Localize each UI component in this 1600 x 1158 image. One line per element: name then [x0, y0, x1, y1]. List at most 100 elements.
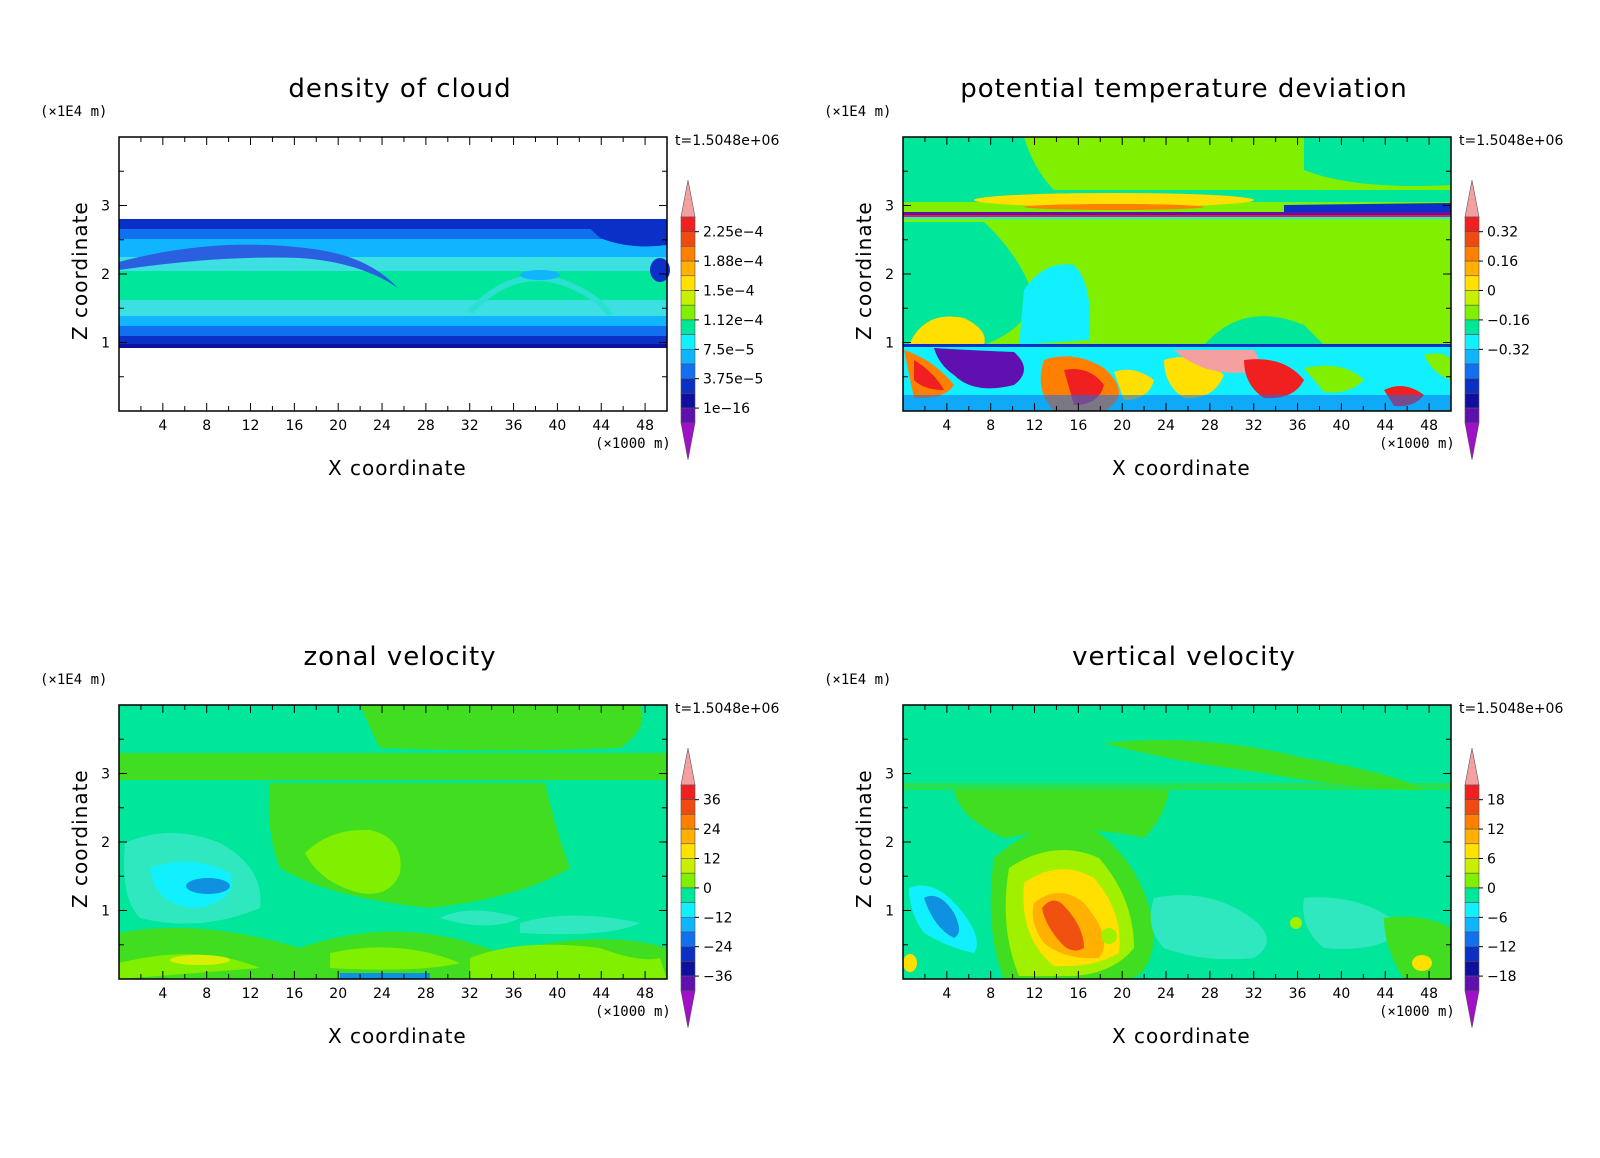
panel-potential-temperature-deviation: potential temperature deviation (×1E4 m)… [784, 0, 1584, 579]
colorbar-swatch [1464, 975, 1480, 992]
colorbar-label: 12 [703, 852, 721, 868]
colorbar-swatch [1464, 828, 1480, 845]
x-tick-label: 32 [461, 418, 479, 434]
colorbar-swatch [680, 902, 696, 918]
colorbar-swatch [680, 828, 696, 845]
colorbar-swatch [1464, 961, 1480, 977]
colorbar-swatch [680, 334, 696, 350]
x-tick-label: 24 [373, 986, 391, 1002]
chart-title: zonal velocity [303, 642, 497, 672]
x-tick-label: 36 [505, 418, 523, 434]
x-tick-label: 20 [1113, 418, 1131, 434]
x-tick-label: 12 [1026, 418, 1044, 434]
colorbar-swatch [1464, 784, 1480, 800]
y-ticks: 1 2 3 [885, 738, 1451, 946]
x-tick-label: 24 [1157, 418, 1175, 434]
time-label: t=1.5048e+06 [1459, 133, 1564, 149]
y-tick-label: 3 [885, 199, 894, 215]
colorbar-label: 1e−16 [703, 401, 750, 417]
chart-title: density of cloud [288, 74, 512, 104]
x-ticks: 4 8 12 16 20 24 28 32 36 40 44 48 [140, 137, 654, 434]
x-axis-label: X coordinate [328, 1024, 467, 1048]
colorbar-swatch [1464, 334, 1480, 350]
colorbar-arrow-top [680, 747, 696, 786]
x-unit-label: (×1000 m) [1379, 1004, 1455, 1020]
x-tick-label: 40 [1332, 418, 1350, 434]
x-unit-label: (×1000 m) [1379, 436, 1455, 452]
y-tick-label: 1 [101, 904, 110, 920]
x-tick-label: 44 [1376, 418, 1394, 434]
x-tick-label: 8 [202, 986, 211, 1002]
colorbar-swatch [1464, 290, 1480, 306]
plot-area [119, 705, 667, 979]
x-tick-label: 20 [1113, 986, 1131, 1002]
colorbar-label: 0 [1487, 284, 1496, 300]
y-tick-label: 1 [101, 336, 110, 352]
panel-zonal-velocity: zonal velocity (×1E4 m) t=1.5048e+06 (×1… [0, 568, 800, 1147]
colorbar-swatch [680, 290, 696, 306]
colorbar-swatch [1464, 902, 1480, 918]
colorbar-swatch [1464, 799, 1480, 815]
panel-vertical-velocity: vertical velocity (×1E4 m) t=1.5048e+06 … [784, 568, 1584, 1147]
updraft-core [1042, 900, 1084, 951]
colorbar-label: 0 [1487, 881, 1496, 897]
y-ticks: 1 2 3 [101, 170, 667, 378]
z-unit-label: (×1E4 m) [824, 672, 892, 688]
colorbar-swatch [1464, 319, 1480, 335]
x-tick-label: 12 [242, 418, 260, 434]
y-tick-label: 3 [101, 199, 110, 215]
colorbar-label: 12 [1487, 822, 1505, 838]
colorbar-label: 0.32 [1487, 225, 1518, 241]
colorbar-swatch [680, 216, 696, 232]
cloud-arc [119, 244, 398, 288]
colorbar-label: −12 [703, 910, 733, 926]
colorbar-swatch [1464, 931, 1480, 947]
colorbar-label: 7.5e−5 [703, 342, 755, 358]
colorbar-swatch [680, 393, 696, 409]
z-unit-label: (×1E4 m) [824, 104, 892, 120]
x-tick-label: 48 [1420, 418, 1438, 434]
colorbar-swatch [680, 246, 696, 262]
colorbar-arrow-bottom [680, 990, 696, 1028]
colorbar-label: 1.12e−4 [703, 313, 764, 329]
colorbar-swatch [680, 916, 696, 933]
colorbar-label: −6 [1487, 910, 1508, 926]
x-tick-label: 8 [202, 418, 211, 434]
colorbar-label: 18 [1487, 793, 1505, 809]
x-tick-label: 32 [1245, 986, 1263, 1002]
x-tick-label: 16 [285, 418, 303, 434]
x-tick-label: 44 [1376, 986, 1394, 1002]
colorbar-swatch [1464, 858, 1480, 874]
y-tick-label: 2 [885, 267, 894, 283]
colorbar-swatch [680, 931, 696, 947]
y-tick-label: 1 [885, 336, 894, 352]
x-tick-label: 36 [505, 986, 523, 1002]
colorbar-label: 24 [703, 822, 721, 838]
colorbar-arrow-bottom [1464, 422, 1480, 460]
x-unit-label: (×1000 m) [595, 1004, 671, 1020]
colorbar-swatch [680, 231, 696, 247]
colorbar-arrow-top [680, 179, 696, 218]
x-tick-label: 32 [461, 986, 479, 1002]
y-ticks: 1 2 3 [885, 170, 1451, 378]
zonal-positive-blob [305, 829, 401, 894]
colorbar-swatch [1464, 843, 1480, 859]
colorbar-label: 2.25e−4 [703, 225, 764, 241]
colorbar-swatch [1464, 916, 1480, 933]
purple-anomaly [934, 348, 1024, 389]
colorbar-swatch [1464, 378, 1480, 394]
y-tick-label: 3 [885, 767, 894, 783]
x-tick-label: 44 [592, 986, 610, 1002]
colorbar-label: 0 [703, 881, 712, 897]
colorbar-label: −18 [1487, 969, 1517, 985]
x-tick-label: 4 [942, 986, 951, 1002]
x-tick-label: 24 [1157, 986, 1175, 1002]
x-ticks: 4 8 12 16 20 24 28 32 36 40 44 48 [924, 137, 1438, 434]
x-tick-label: 4 [158, 986, 167, 1002]
x-axis-label: X coordinate [328, 456, 467, 480]
time-label: t=1.5048e+06 [675, 701, 780, 717]
colorbar-swatch [680, 814, 696, 830]
y-tick-label: 2 [885, 835, 894, 851]
x-tick-label: 32 [1245, 418, 1263, 434]
colorbar-label: −36 [703, 969, 733, 985]
